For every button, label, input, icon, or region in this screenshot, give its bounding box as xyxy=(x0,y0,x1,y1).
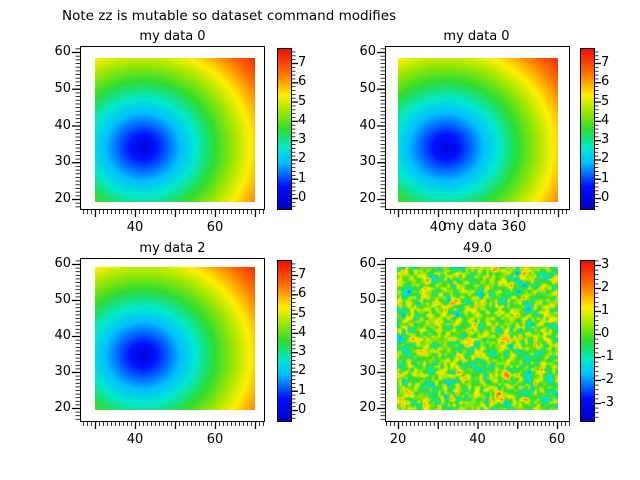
y-tick-label: 40 xyxy=(359,328,376,343)
colorbar-tick-label: 2 xyxy=(298,151,307,167)
y-tick-label: 60 xyxy=(359,44,376,59)
y-tick-label: 50 xyxy=(359,80,376,96)
y-tick-label: 30 xyxy=(54,154,71,170)
x-tick-label: 60 xyxy=(206,432,224,447)
colorbar xyxy=(277,48,292,210)
x-tick-label: 20 xyxy=(389,432,407,447)
radial-heatmap-image xyxy=(95,58,255,202)
panel-title: my data 0 xyxy=(443,29,510,44)
colorbar-tick-label: 5 xyxy=(298,93,307,109)
panel-title: my data 0 xyxy=(139,29,206,44)
noise-heatmap-image xyxy=(397,267,558,410)
x-tick-label xyxy=(238,431,272,449)
colorbar-tick-label: -2 xyxy=(601,372,614,387)
colorbar-gradient xyxy=(278,49,291,209)
colorbar-tick-label: 4 xyxy=(298,112,307,128)
colorbar-tick-label: 0 xyxy=(601,326,610,341)
colorbar-tick-label: 2 xyxy=(601,280,610,295)
x-tick-label: 40 xyxy=(126,220,144,235)
x-tick-label: 40 xyxy=(126,432,144,447)
y-tick-label: 40 xyxy=(359,117,376,133)
y-tick-label: 50 xyxy=(54,292,71,307)
colorbar-tick-label: -1 xyxy=(601,349,614,364)
colorbar xyxy=(580,260,595,422)
colorbar-tick-label: 2 xyxy=(298,363,307,379)
colorbar-tick-label: 6 xyxy=(298,286,307,302)
colorbar-tick-label: 5 xyxy=(601,93,610,109)
x-tick-label xyxy=(238,219,272,237)
y-tick-label: 30 xyxy=(54,364,71,379)
x-tick-label: 40 xyxy=(469,432,486,447)
x-tick-label: 40 xyxy=(429,220,447,235)
colorbar-tick-label: 1 xyxy=(298,170,307,186)
colorbar-tick-label: 6 xyxy=(601,74,610,90)
colorbar-tick-label: 5 xyxy=(298,305,307,321)
y-tick-label: 30 xyxy=(359,364,376,379)
colorbar-tick-label: 3 xyxy=(601,132,610,148)
radial-heatmap-image xyxy=(398,58,558,202)
y-tick-label: 20 xyxy=(54,191,71,206)
colorbar-gradient xyxy=(581,49,594,209)
colorbar-gradient xyxy=(278,261,291,421)
x-tick-label: 60 xyxy=(548,432,566,447)
y-tick-label: 60 xyxy=(359,256,376,271)
x-tick-label xyxy=(421,431,455,449)
colorbar-tick-label: 7 xyxy=(298,55,307,70)
y-tick-label: 20 xyxy=(359,191,376,206)
colorbar-tick-label: 4 xyxy=(298,324,307,340)
colorbar-tick-label: -3 xyxy=(601,395,614,410)
colorbar-tick-label: 2 xyxy=(601,151,610,167)
x-tick-label xyxy=(78,219,112,237)
y-tick-label: 30 xyxy=(359,154,376,170)
colorbar-tick-label: 3 xyxy=(298,344,307,360)
radial-heatmap-image xyxy=(95,267,255,410)
colorbar-tick-label: 4 xyxy=(601,112,610,128)
y-tick-label: 50 xyxy=(359,292,376,307)
colorbar-tick-label: 0 xyxy=(601,190,610,206)
colorbar-tick-label: 0 xyxy=(298,402,307,418)
x-tick-label xyxy=(158,219,192,237)
colorbar-tick-label: 7 xyxy=(298,267,307,282)
colorbar-tick-label: 1 xyxy=(298,382,307,398)
colorbar-tick-label: 6 xyxy=(298,74,307,90)
y-tick-label: 20 xyxy=(359,400,376,415)
y-tick-label: 20 xyxy=(54,400,71,415)
y-tick-label: 60 xyxy=(54,44,71,59)
colorbar-tick-label: 0 xyxy=(298,190,307,206)
y-tick-label: 40 xyxy=(54,328,71,343)
colorbar-tick-label: 3 xyxy=(601,257,610,272)
colorbar-tick-label: 3 xyxy=(298,132,307,148)
x-tick-label xyxy=(78,431,112,449)
x-tick-label xyxy=(158,431,192,449)
x-tick-label xyxy=(500,431,534,449)
colorbar-tick-label: 7 xyxy=(601,55,610,70)
colorbar-tick-label: 1 xyxy=(601,303,610,318)
panel-subtitle: 49.0 xyxy=(463,241,492,256)
colorbar-tick-label: 1 xyxy=(601,170,610,186)
panel-title: my data 3 xyxy=(443,219,510,234)
colorbar-gradient xyxy=(581,261,594,421)
y-tick-label: 50 xyxy=(54,80,71,96)
y-tick-label: 40 xyxy=(54,117,71,133)
figure-title: Note zz is mutable so dataset command mo… xyxy=(62,8,397,24)
panel-title: my data 2 xyxy=(139,241,206,256)
colorbar xyxy=(277,260,292,422)
y-tick-label: 60 xyxy=(54,256,71,271)
x-tick-label: 60 xyxy=(206,220,224,235)
colorbar xyxy=(580,48,595,210)
x-tick-label: 60 xyxy=(509,220,527,235)
